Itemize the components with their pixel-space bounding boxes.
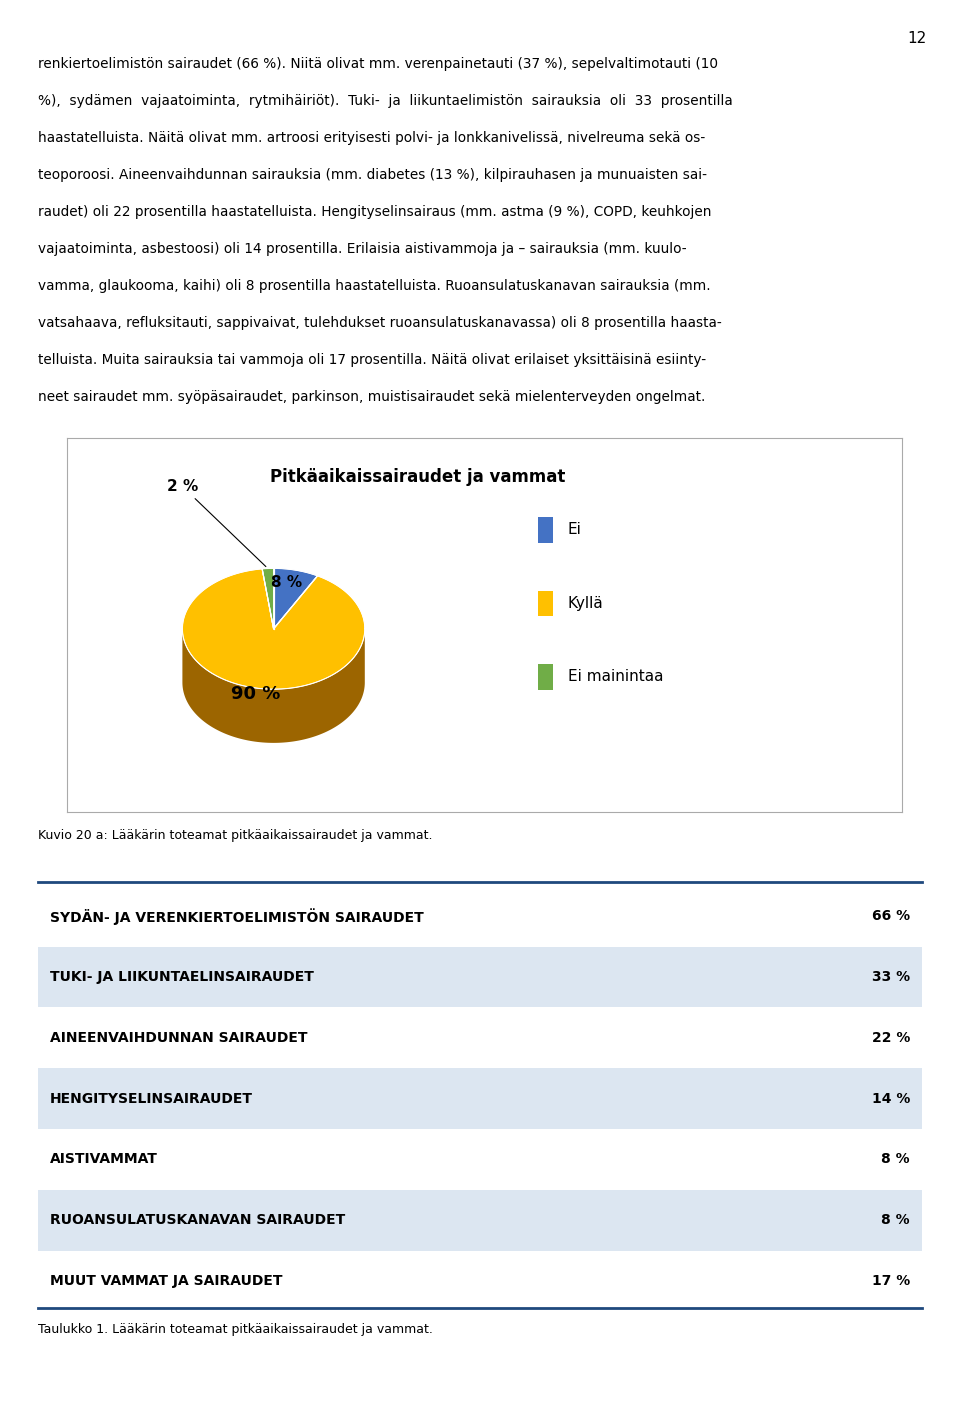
Polygon shape (182, 569, 365, 690)
Text: SYDÄN- JA VERENKIERTOELIMISTÖN SAIRAUDET: SYDÄN- JA VERENKIERTOELIMISTÖN SAIRAUDET (50, 909, 423, 924)
Text: renkiertoelimistön sairaudet (66 %). Niitä olivat mm. verenpainetauti (37 %), se: renkiertoelimistön sairaudet (66 %). Nii… (38, 57, 718, 71)
Text: 8 %: 8 % (881, 1214, 910, 1226)
Text: 14 %: 14 % (872, 1092, 910, 1105)
Text: vamma, glaukooma, kaihi) oli 8 prosentilla haastatelluista. Ruoansulatuskanavan : vamma, glaukooma, kaihi) oli 8 prosentil… (38, 278, 711, 292)
Text: 66 %: 66 % (872, 910, 910, 923)
Text: 17 %: 17 % (872, 1275, 910, 1287)
Polygon shape (274, 568, 318, 629)
Text: Kyllä: Kyllä (567, 596, 603, 610)
Text: vatsahaava, refluksitauti, sappivaivat, tulehdukset ruoansulatuskanavassa) oli 8: vatsahaava, refluksitauti, sappivaivat, … (38, 315, 722, 329)
Text: 12: 12 (907, 31, 926, 47)
Text: teoporoosi. Aineenvaihdunnan sairauksia (mm. diabetes (13 %), kilpirauhasen ja m: teoporoosi. Aineenvaihdunnan sairauksia … (38, 168, 708, 182)
Polygon shape (182, 629, 365, 743)
Text: vajaatoiminta, asbestoosi) oli 14 prosentilla. Erilaisia aistivammoja ja – saira: vajaatoiminta, asbestoosi) oli 14 prosen… (38, 242, 687, 256)
Text: AISTIVAMMAT: AISTIVAMMAT (50, 1153, 157, 1166)
Text: Ei: Ei (567, 523, 582, 537)
Text: raudet) oli 22 prosentilla haastatelluista. Hengityselinsairaus (mm. astma (9 %): raudet) oli 22 prosentilla haastatelluis… (38, 205, 712, 219)
Text: HENGITYSELINSAIRAUDET: HENGITYSELINSAIRAUDET (50, 1092, 252, 1105)
Text: MUUT VAMMAT JA SAIRAUDET: MUUT VAMMAT JA SAIRAUDET (50, 1275, 282, 1287)
Text: 22 %: 22 % (872, 1031, 910, 1044)
Polygon shape (262, 568, 274, 629)
Text: Taulukko 1. Lääkärin toteamat pitkäaikaissairaudet ja vammat.: Taulukko 1. Lääkärin toteamat pitkäaikai… (38, 1323, 433, 1335)
Text: TUKI- JA LIIKUNTAELINSAIRAUDET: TUKI- JA LIIKUNTAELINSAIRAUDET (50, 971, 314, 983)
Text: 33 %: 33 % (872, 971, 910, 983)
Text: %),  sydämen  vajaatoiminta,  rytmihäiriöt).  Tuki-  ja  liikuntaelimistön  sair: %), sydämen vajaatoiminta, rytmihäiriöt)… (38, 93, 733, 107)
Text: Ei mainintaa: Ei mainintaa (567, 670, 663, 684)
Text: Kuvio 20 a: Lääkärin toteamat pitkäaikaissairaudet ja vammat.: Kuvio 20 a: Lääkärin toteamat pitkäaikai… (38, 829, 433, 842)
Text: 8 %: 8 % (881, 1153, 910, 1166)
Text: 8 %: 8 % (271, 575, 301, 591)
Text: 90 %: 90 % (230, 685, 280, 702)
Text: haastatelluista. Näitä olivat mm. artroosi erityisesti polvi- ja lonkkanivelissä: haastatelluista. Näitä olivat mm. artroo… (38, 130, 706, 144)
Text: neet sairaudet mm. syöpäsairaudet, parkinson, muistisairaudet sekä mielenterveyd: neet sairaudet mm. syöpäsairaudet, parki… (38, 390, 706, 404)
Text: Pitkäaikaissairaudet ja vammat: Pitkäaikaissairaudet ja vammat (271, 468, 565, 486)
Text: 2 %: 2 % (167, 479, 266, 567)
Text: telluista. Muita sairauksia tai vammoja oli 17 prosentilla. Näitä olivat erilais: telluista. Muita sairauksia tai vammoja … (38, 353, 707, 367)
Text: AINEENVAIHDUNNAN SAIRAUDET: AINEENVAIHDUNNAN SAIRAUDET (50, 1031, 307, 1044)
Text: RUOANSULATUSKANAVAN SAIRAUDET: RUOANSULATUSKANAVAN SAIRAUDET (50, 1214, 346, 1226)
